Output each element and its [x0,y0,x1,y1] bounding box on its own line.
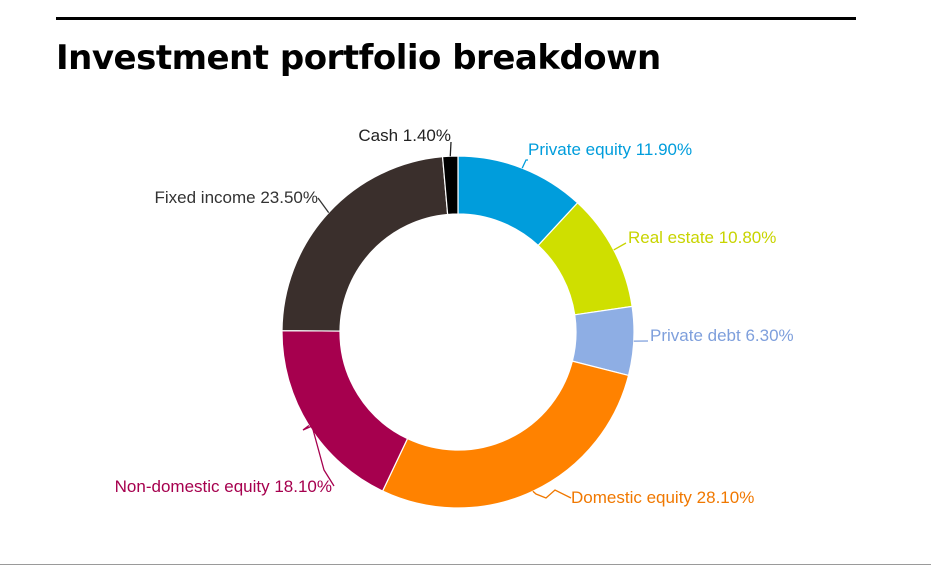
slice-fixed-income [281,156,449,332]
slice-domestic-equity [381,360,630,509]
leader-line-private-equity [521,159,528,169]
slice-cash [441,155,459,216]
label-real-estate: Real estate 10.80% [628,228,776,247]
label-domestic-equity: Domestic equity 28.10% [571,488,754,507]
label-private-equity: Private equity 11.90% [528,140,692,159]
slice-non-domestic-equity [281,330,409,492]
chart-title: Investment portfolio breakdown [56,38,661,78]
leader-line-domestic-equity [532,489,572,499]
leader-line-cash [449,141,452,157]
leader-line-non-domestic-equity [302,425,335,487]
bottom-rule [0,564,931,565]
label-non-domestic-equity: Non-domestic equity 18.10% [115,477,332,496]
top-rule [56,17,856,20]
label-cash: Cash 1.40% [358,126,451,145]
leader-line-real-estate [613,242,627,251]
leader-line-fixed-income [317,197,330,214]
label-fixed-income: Fixed income 23.50% [155,188,318,207]
label-private-debt: Private debt 6.30% [650,326,794,345]
